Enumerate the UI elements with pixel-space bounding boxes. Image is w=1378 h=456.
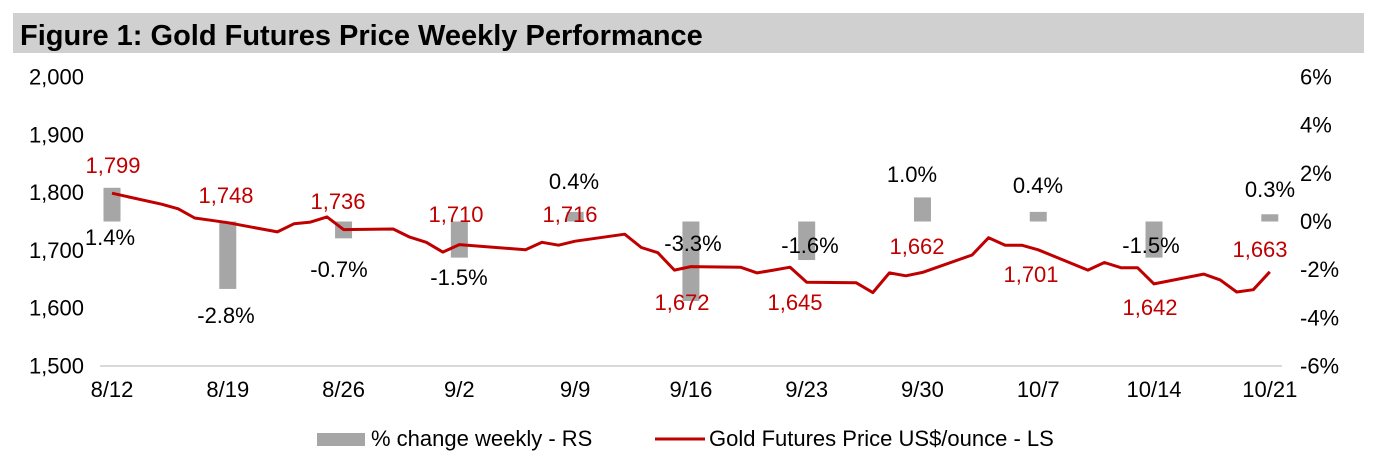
x-axis-tick-label: 9/2 [444,377,475,402]
left-axis-tick-label: 1,900 [29,122,84,147]
bar-pct-change [566,211,584,222]
x-axis-tick-label: 9/23 [785,377,828,402]
figure-title-bar: Figure 1: Gold Futures Price Weekly Perf… [13,13,1364,53]
x-axis-tick-label: 8/19 [206,377,249,402]
price-data-label: 1,736 [310,189,365,214]
bar-data-label: -1.6% [781,233,838,258]
price-data-label: 1,710 [428,202,483,227]
left-axis-tick-label: 1,600 [29,296,84,321]
price-data-label: 1,748 [198,183,253,208]
x-axis-tick-label: 9/16 [669,377,712,402]
bar-pct-change [798,221,816,261]
bar-data-labels: 1.4% -2.8% -0.7% -1.5% 0.4% -3.3% -1.6% 1.0% 0.4… [85,162,1295,328]
x-axis-tick-label: 10/14 [1126,377,1181,402]
right-axis-tick-label: 2% [1300,161,1332,186]
price-data-label: 1,663 [1232,237,1287,262]
title-background [13,13,1364,53]
bar-data-label: -3.3% [664,231,721,256]
right-axis-tick-label: 6% [1300,65,1332,90]
bar-pct-change [103,187,121,222]
line-data-labels: 1,799 1,748 1,736 1,710 1,716 1,672 1,645 1,662… [85,153,1287,320]
right-axis-tick-label: -2% [1300,257,1339,282]
legend-swatch-bar [317,433,365,446]
legend-item-gold-price: Gold Futures Price US$/ounce - LS [655,426,1054,451]
bar-pct-change [913,197,931,222]
right-axis-tick-label: 4% [1300,113,1332,138]
x-axis-tick-label: 10/21 [1242,377,1297,402]
right-axis-tick-label: -6% [1300,354,1339,379]
bar-pct-change [682,221,700,301]
bar-pct-change [1145,221,1163,258]
bar-data-label: 1.4% [85,225,135,250]
left-axis-ticks: 2,000 1,900 1,800 1,700 1,600 1,500 [29,65,84,379]
x-axis-tick-label: 8/26 [322,377,365,402]
price-data-label: 1,672 [654,290,709,315]
x-axis-ticks: 8/12 8/19 8/26 9/2 9/9 9/16 9/23 9/30 10/7 10/14 1… [91,377,1298,402]
bar-data-label: -2.8% [197,303,254,328]
bar-data-label: -1.5% [1122,233,1179,258]
left-axis-tick-label: 1,800 [29,180,84,205]
price-data-label: 1,642 [1122,295,1177,320]
price-data-label: 1,645 [767,290,822,315]
legend: % change weekly - RS Gold Futures Price … [317,426,1054,451]
bar-data-label: 1.0% [887,162,937,187]
x-axis-tick-label: 9/30 [901,377,944,402]
bar-data-label: -0.7% [310,257,367,282]
legend-label-pct-change: % change weekly - RS [371,426,592,451]
bar-data-label: 0.3% [1245,177,1295,202]
right-axis-tick-label: 0% [1300,209,1332,234]
bar-data-label: 0.4% [1013,173,1063,198]
bar-data-label: -1.5% [430,265,487,290]
right-axis-ticks: 6% 4% 2% 0% -2% -4% -6% [1300,65,1339,379]
right-axis-tick-label: -4% [1300,305,1339,330]
price-data-label: 1,662 [889,234,944,259]
left-axis-tick-label: 2,000 [29,65,84,90]
price-data-label: 1,701 [1003,262,1058,287]
bar-pct-change [450,221,468,258]
figure-title: Figure 1: Gold Futures Price Weekly Perf… [20,20,703,52]
left-axis-tick-label: 1,700 [29,238,84,263]
legend-item-pct-change: % change weekly - RS [317,426,592,451]
price-data-label: 1,799 [85,153,140,178]
bar-pct-change [219,221,237,289]
gold-price-line [111,191,1271,295]
price-data-label: 1,716 [542,202,597,227]
x-axis-tick-label: 10/7 [1017,377,1060,402]
left-axis-tick-label: 1,500 [29,354,84,379]
x-axis-tick-label: 8/12 [91,377,134,402]
bar-data-label: 0.4% [549,169,599,194]
legend-label-gold-price: Gold Futures Price US$/ounce - LS [709,426,1054,451]
x-axis-tick-label: 9/9 [560,377,591,402]
bar-series-pct-change [103,187,1279,301]
bar-pct-change [1029,211,1047,222]
line-series-gold-price [111,191,1271,295]
bar-pct-change [1261,214,1279,222]
